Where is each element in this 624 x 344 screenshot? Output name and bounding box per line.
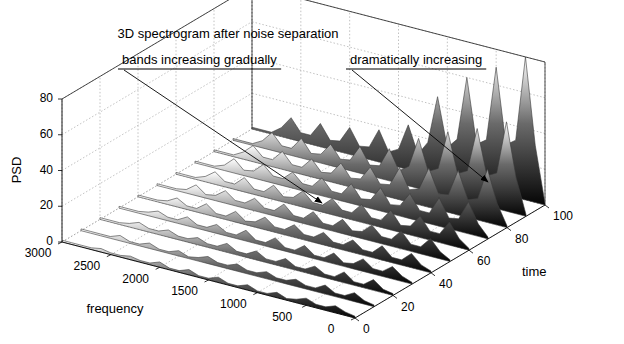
grid-line — [62, 93, 252, 206]
y-tick — [431, 273, 435, 276]
z-tick-label: 0 — [46, 234, 53, 248]
z-tick — [58, 206, 62, 207]
z-tick-label: 20 — [40, 198, 54, 212]
x-tick — [351, 318, 355, 320]
y-tick — [393, 295, 397, 298]
x-tick — [58, 242, 62, 244]
x-tick-label: 0 — [328, 322, 335, 336]
x-axis-title: frequency — [86, 301, 144, 316]
annotation-arrow — [352, 70, 488, 182]
z-tick — [58, 170, 62, 171]
spectrum-slice — [62, 240, 355, 318]
z-tick-label: 60 — [40, 127, 54, 141]
y-tick-label: 60 — [477, 254, 491, 268]
grid-line — [100, 76, 101, 219]
annotation-underline — [346, 68, 486, 69]
y-tick — [545, 205, 549, 208]
annotation-arrow — [124, 70, 322, 203]
z-tick — [58, 99, 62, 100]
x-tick-label: 1000 — [220, 297, 247, 311]
x-tick-label: 500 — [272, 310, 292, 324]
y-axis-line — [355, 205, 545, 318]
x-tick — [253, 293, 257, 295]
y-tick-label: 40 — [439, 277, 453, 291]
grid — [62, 0, 545, 318]
grid-line — [545, 62, 546, 205]
y-axis-title: time — [522, 264, 547, 279]
annotation: bands increasing gradually — [122, 52, 277, 67]
x-tick — [302, 305, 306, 307]
annotation: dramatically increasing — [350, 52, 482, 67]
z-tick — [58, 242, 62, 243]
x-tick — [205, 280, 209, 282]
y-tick — [507, 228, 511, 231]
y-tick-label: 100 — [553, 209, 573, 223]
y-tick — [469, 250, 473, 253]
box-edge — [545, 62, 546, 205]
title: 3D spectrogram after noise separation — [117, 26, 338, 41]
z-axis-title: PSD — [9, 157, 24, 184]
z-tick-label: 80 — [40, 91, 54, 105]
spectrum-slice — [100, 218, 393, 296]
box-edge — [62, 0, 252, 99]
z-tick — [58, 134, 62, 135]
y-tick — [355, 318, 359, 321]
y-tick-label: 20 — [401, 300, 415, 314]
x-tick-label: 1500 — [171, 284, 198, 298]
grid-line — [62, 0, 252, 99]
x-tick-label: 2000 — [122, 272, 149, 286]
y-tick-label: 80 — [515, 232, 529, 246]
x-axis-line — [62, 242, 355, 318]
x-tick-label: 2500 — [73, 259, 100, 273]
x-tick-label: 3000 — [25, 246, 52, 260]
z-tick-label: 40 — [40, 163, 54, 177]
spectrum-slice — [81, 229, 374, 307]
chart: 0500100015002000250030000204060801000204… — [0, 0, 624, 344]
annotation-underline — [118, 68, 281, 69]
y-tick-label: 0 — [363, 322, 370, 336]
x-tick — [107, 255, 111, 257]
plot-area — [62, 57, 545, 318]
grid-line — [300, 0, 301, 142]
x-tick — [156, 267, 160, 269]
axes: 0500100015002000250030000204060801000204… — [25, 91, 574, 336]
annotations: bands increasing gradually dramatically i… — [118, 52, 488, 203]
